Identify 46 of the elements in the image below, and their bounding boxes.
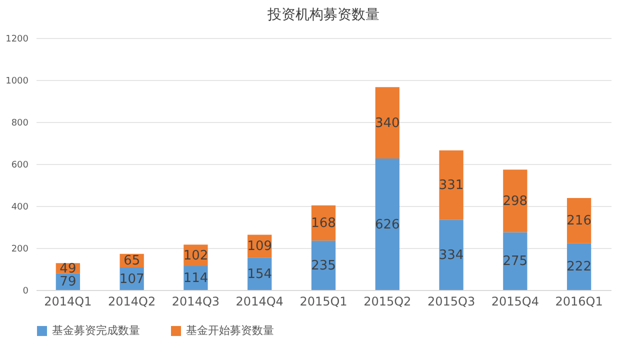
data-label: 79 — [60, 274, 76, 290]
data-label: 275 — [502, 254, 528, 270]
data-label: 154 — [247, 266, 272, 282]
data-label: 334 — [438, 248, 464, 263]
data-label: 235 — [311, 258, 336, 274]
y-tick-label: 1200 — [6, 34, 29, 44]
data-label: 340 — [374, 116, 400, 131]
data-label: 298 — [502, 194, 528, 209]
bar — [503, 170, 528, 232]
bar — [439, 220, 464, 290]
x-tick-label: 2014Q3 — [172, 294, 220, 308]
data-label: 109 — [247, 239, 272, 254]
x-tick-label: 2016Q1 — [555, 294, 603, 308]
x-tick-label: 2015Q4 — [491, 294, 539, 308]
data-label: 114 — [183, 271, 208, 286]
bar — [503, 232, 528, 290]
x-tick-label: 2014Q4 — [236, 294, 284, 308]
y-tick-label: 0 — [22, 286, 29, 296]
data-label: 168 — [311, 216, 336, 232]
data-label: 222 — [566, 260, 592, 275]
x-tick-label: 2015Q3 — [427, 294, 476, 308]
x-tick-label: 2015Q1 — [300, 294, 348, 308]
bar — [375, 158, 400, 290]
y-tick-label: 400 — [11, 202, 29, 212]
y-tick-label: 800 — [11, 118, 29, 128]
bar — [375, 87, 400, 159]
data-label: 107 — [119, 272, 144, 287]
bar — [439, 150, 464, 220]
data-label: 216 — [566, 214, 592, 229]
x-tick-label: 2014Q1 — [44, 294, 92, 308]
chart-title: 投资机构募资数量 — [266, 7, 380, 23]
x-tick-label: 2014Q2 — [108, 294, 156, 308]
data-label: 626 — [374, 217, 400, 232]
bar — [566, 243, 592, 290]
y-tick-label: 200 — [11, 244, 29, 254]
y-tick-label: 1000 — [6, 76, 29, 86]
data-label: 49 — [60, 261, 76, 276]
y-tick-label: 600 — [11, 160, 29, 170]
bar — [566, 198, 592, 244]
data-label: 331 — [438, 178, 464, 194]
legend-label: 基金开始募资数量 — [186, 324, 274, 337]
data-label: 102 — [183, 248, 208, 264]
x-tick-label: 2015Q2 — [364, 294, 412, 308]
bar — [311, 240, 336, 290]
data-label: 65 — [124, 254, 140, 269]
legend-label: 基金募资完成数量 — [52, 324, 140, 337]
